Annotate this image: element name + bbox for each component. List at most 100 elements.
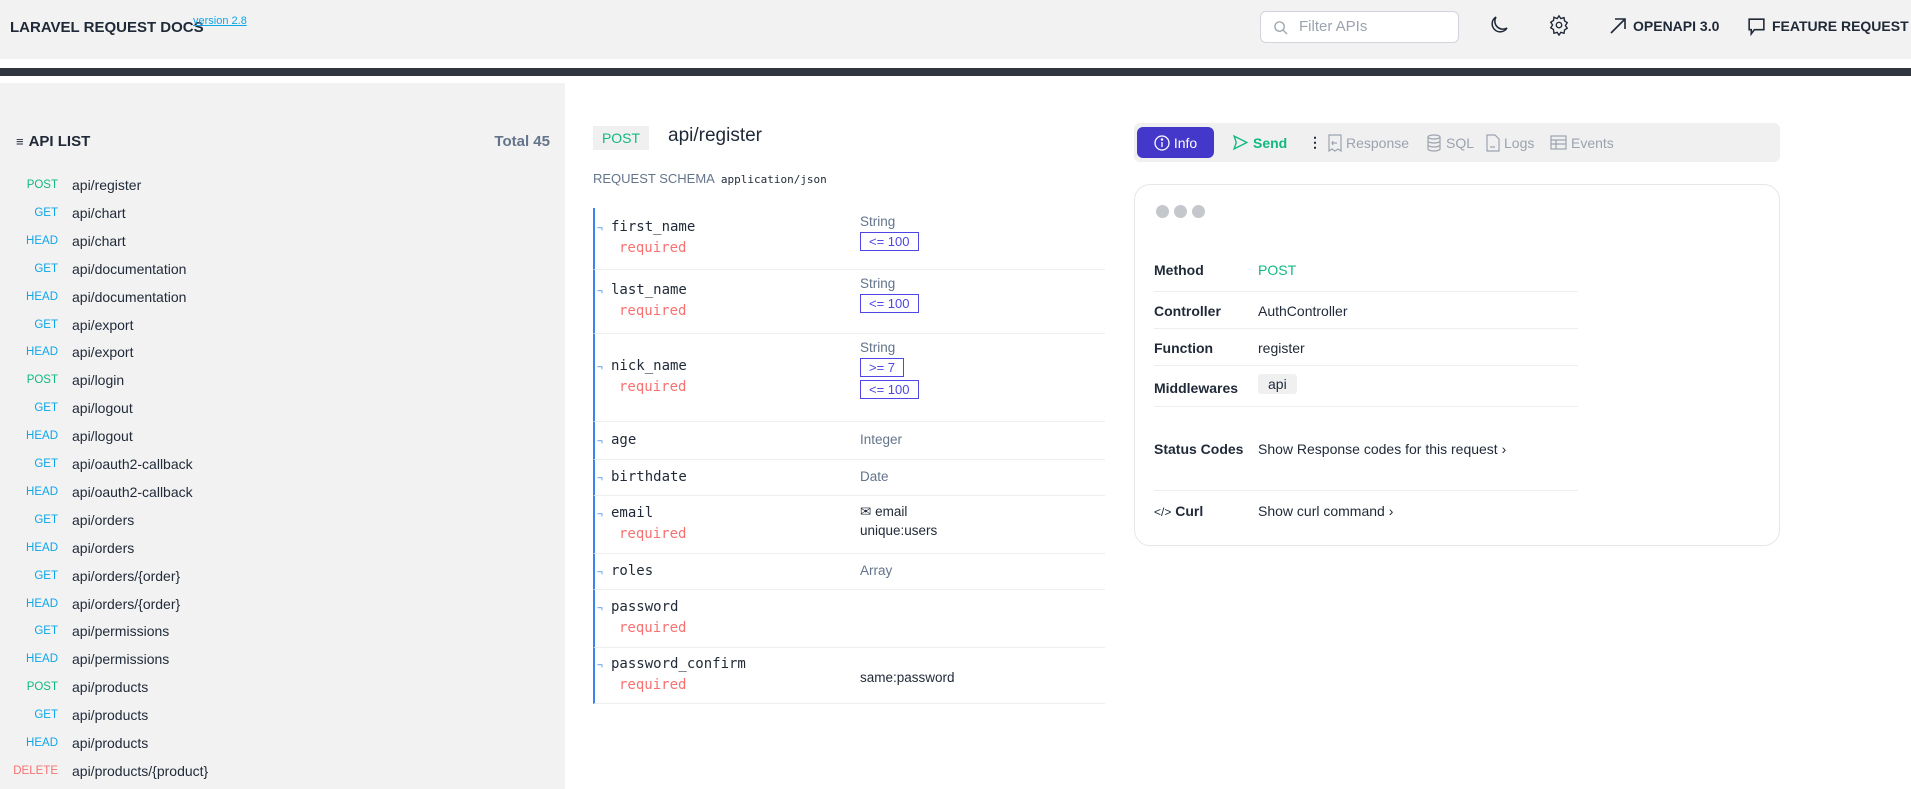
sidebar-item[interactable]: GET api/orders bbox=[0, 507, 560, 533]
field-name: roles bbox=[611, 563, 654, 579]
sidebar-item[interactable]: GET api/logout bbox=[0, 395, 560, 421]
sidebar-item[interactable]: HEAD api/orders bbox=[0, 535, 560, 561]
table-icon bbox=[1550, 135, 1567, 150]
field-type: Date bbox=[860, 469, 889, 484]
endpoint-path: api/products bbox=[72, 735, 149, 751]
method-tag: POST bbox=[26, 681, 58, 694]
version-link[interactable]: version 2.8 bbox=[193, 15, 247, 27]
required-label: required bbox=[619, 379, 687, 395]
field-name: password bbox=[611, 599, 679, 615]
total-count: Total 45 bbox=[494, 133, 550, 150]
curl-link-text: Show curl command bbox=[1258, 503, 1385, 519]
tab-send[interactable]: Send bbox=[1232, 127, 1287, 158]
window-dot bbox=[1174, 205, 1187, 218]
sidebar-item[interactable]: HEAD api/products bbox=[0, 730, 560, 756]
curl-label: </> Curl bbox=[1154, 503, 1203, 519]
sidebar-item[interactable]: POST api/login bbox=[0, 367, 560, 393]
sidebar-item[interactable]: HEAD api/oauth2-callback bbox=[0, 479, 560, 505]
field-marker-icon: ¬ bbox=[597, 286, 603, 297]
sidebar-item[interactable]: HEAD api/orders/{order} bbox=[0, 591, 560, 617]
status-codes-label: Status Codes bbox=[1154, 441, 1244, 457]
endpoint-path: api/orders/{order} bbox=[72, 595, 181, 612]
divider-bar bbox=[0, 68, 1911, 76]
api-list-label: API LIST bbox=[28, 133, 91, 150]
tab-sql-label: SQL bbox=[1446, 134, 1475, 151]
field-details: same:password bbox=[860, 667, 955, 685]
sidebar: POST api/register GET api/chart HEAD api/char… bbox=[0, 83, 565, 789]
field-rule: unique:users bbox=[860, 523, 938, 538]
required-label: required bbox=[619, 303, 687, 319]
sidebar-item[interactable]: GET api/products bbox=[0, 702, 560, 728]
required-label: required bbox=[619, 677, 687, 693]
field-marker-icon: ¬ bbox=[597, 473, 603, 484]
top-header bbox=[0, 0, 1911, 59]
schema-field-row: ¬ email required ✉ email unique:users bbox=[593, 496, 1105, 554]
endpoint-path: api/products bbox=[72, 707, 149, 724]
rule-badge: <= 100 bbox=[860, 232, 919, 251]
sidebar-item[interactable]: GET api/export bbox=[0, 312, 560, 338]
openapi-button[interactable]: OPENAPI 3.0 bbox=[1608, 14, 1719, 38]
tab-info[interactable]: Info bbox=[1137, 127, 1214, 158]
filter-apis-field[interactable] bbox=[1299, 18, 1449, 35]
field-name: password_confirm bbox=[611, 656, 746, 672]
sidebar-item[interactable]: GET api/documentation bbox=[0, 256, 560, 282]
tab-send-label: Send bbox=[1253, 134, 1288, 151]
sidebar-item[interactable]: HEAD api/export bbox=[0, 339, 560, 365]
database-icon bbox=[1427, 133, 1441, 152]
field-marker-icon: ¬ bbox=[597, 567, 603, 578]
endpoint-path: api/permissions bbox=[72, 623, 170, 640]
schema-field-row: ¬ nick_name required String >= 7 <= 100 bbox=[593, 334, 1105, 422]
tab-bar: Info Send ⋮ Response SQL Logs Events bbox=[1134, 123, 1780, 162]
sidebar-item[interactable]: GET api/orders/{order} bbox=[0, 563, 560, 589]
sidebar-item[interactable]: HEAD api/logout bbox=[0, 423, 560, 449]
window-dot bbox=[1192, 205, 1205, 218]
middleware-tag: api bbox=[1258, 374, 1297, 394]
sidebar-item[interactable]: HEAD api/chart bbox=[0, 228, 560, 254]
sidebar-item[interactable]: HEAD api/documentation bbox=[0, 284, 560, 310]
method-tag: HEAD bbox=[26, 430, 58, 443]
content-type: application/json bbox=[720, 173, 827, 186]
info-row-controller: Controller AuthController bbox=[1154, 292, 1578, 329]
sidebar-item[interactable]: DELETE api/products/{product} bbox=[0, 758, 560, 784]
sidebar-item[interactable]: HEAD api/permissions bbox=[0, 646, 560, 672]
moon-icon[interactable] bbox=[1487, 13, 1511, 37]
gear-icon[interactable] bbox=[1548, 14, 1570, 36]
endpoint-path: api/logout bbox=[72, 400, 133, 417]
tab-sql[interactable]: SQL bbox=[1426, 127, 1474, 158]
method-tag: GET bbox=[34, 402, 58, 415]
endpoint-path: api/register bbox=[668, 125, 762, 146]
sidebar-item[interactable]: POST api/register bbox=[0, 172, 560, 198]
method-tag: HEAD bbox=[26, 290, 58, 303]
status-codes-link-text: Show Response codes for this request bbox=[1258, 441, 1498, 457]
field-details: String <= 100 bbox=[860, 214, 919, 251]
feature-request-button[interactable]: FEATURE REQUEST bbox=[1746, 14, 1909, 38]
controller-label: Controller bbox=[1154, 303, 1221, 319]
tab-events[interactable]: Events bbox=[1550, 127, 1614, 158]
method-tag: HEAD bbox=[26, 653, 58, 666]
field-type: Array bbox=[860, 563, 893, 578]
tab-response[interactable]: Response bbox=[1328, 127, 1409, 158]
field-details: String >= 7 <= 100 bbox=[860, 340, 919, 399]
method-tag: GET bbox=[34, 625, 58, 638]
curl-link[interactable]: Show curl command › bbox=[1258, 503, 1393, 519]
required-label: required bbox=[619, 240, 687, 256]
field-details: Array bbox=[860, 563, 892, 578]
method-tag: GET bbox=[34, 709, 58, 722]
sidebar-item[interactable]: GET api/chart bbox=[0, 200, 560, 226]
field-name: last_name bbox=[611, 282, 687, 298]
info-row-function: Function register bbox=[1154, 329, 1578, 366]
tab-logs[interactable]: Logs bbox=[1486, 127, 1534, 158]
rule-badge: <= 100 bbox=[860, 294, 919, 313]
field-name: email bbox=[611, 505, 654, 521]
endpoint-path: api/orders bbox=[72, 539, 135, 556]
field-rule: same:password bbox=[860, 670, 955, 685]
tab-events-label: Events bbox=[1571, 134, 1614, 151]
sidebar-item[interactable]: POST api/products bbox=[0, 674, 560, 700]
sidebar-item[interactable]: GET api/permissions bbox=[0, 618, 560, 644]
field-name: first_name bbox=[611, 219, 696, 235]
more-options-icon[interactable]: ⋮ bbox=[1308, 134, 1322, 150]
sidebar-item[interactable]: GET api/oauth2-callback bbox=[0, 451, 560, 477]
filter-apis-input[interactable] bbox=[1260, 11, 1459, 43]
status-codes-link[interactable]: Show Response codes for this request › bbox=[1258, 441, 1506, 457]
info-row-status-codes: Status Codes Show Response codes for this… bbox=[1154, 407, 1578, 491]
